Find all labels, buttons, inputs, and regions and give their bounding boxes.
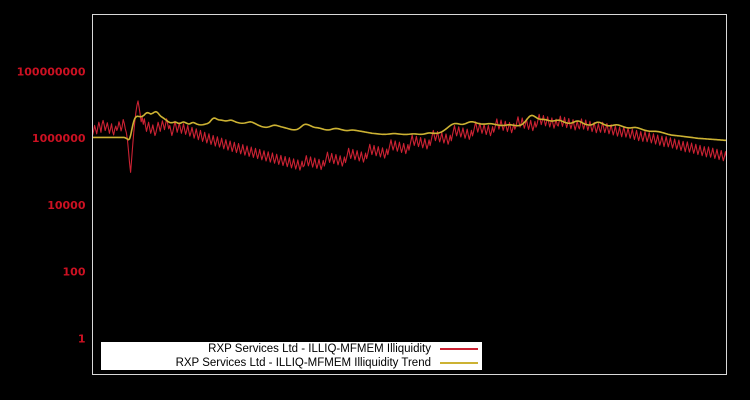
y-tick-label: 1000000: [32, 132, 86, 145]
plot-frame: [92, 14, 727, 375]
legend-label-illiquidity: RXP Services Ltd - ILLIQ-MFMEM Illiquidi…: [208, 343, 431, 355]
y-tick-label: 1: [78, 333, 86, 346]
series-line-illiquidity: [92, 100, 727, 173]
legend-swatch-illiquidity-trend: [440, 362, 478, 364]
chart-legend: RXP Services Ltd - ILLIQ-MFMEM Illiquidi…: [100, 341, 483, 371]
legend-swatch-illiquidity: [440, 348, 478, 350]
series-layer: [92, 100, 727, 173]
legend-item-illiquidity[interactable]: RXP Services Ltd - ILLIQ-MFMEM Illiquidi…: [101, 342, 482, 356]
y-axis-tick-labels: 100000000 1000000 10000 100 1: [17, 65, 86, 345]
legend-item-illiquidity-trend[interactable]: RXP Services Ltd - ILLIQ-MFMEM Illiquidi…: [101, 356, 482, 370]
legend-label-illiquidity-trend: RXP Services Ltd - ILLIQ-MFMEM Illiquidi…: [175, 357, 431, 369]
y-tick-label: 10000: [47, 199, 86, 212]
y-tick-label: 100: [63, 266, 86, 279]
series-line-illiquidity-trend: [92, 110, 727, 142]
y-tick-label: 100000000: [17, 65, 86, 78]
